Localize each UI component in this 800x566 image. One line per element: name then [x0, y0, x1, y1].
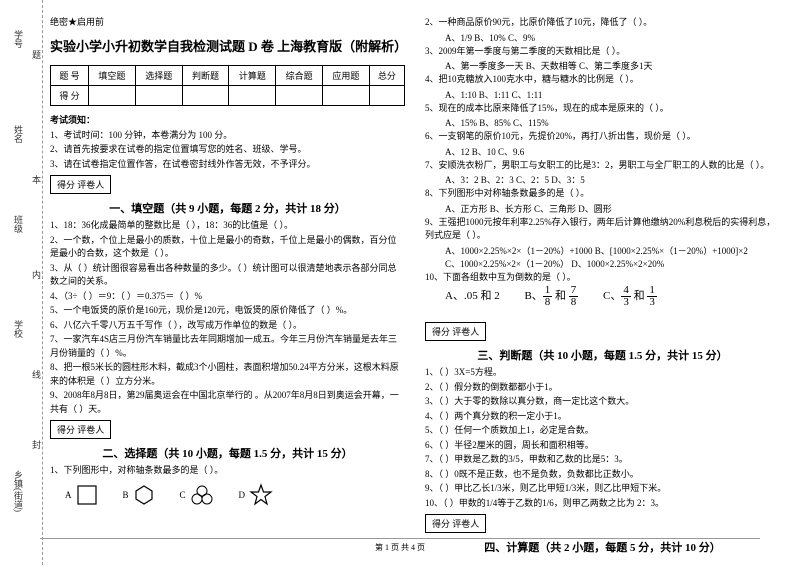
choice-opts: C、1000×2.25%×2×（1－20%） D、1000×2.25%×2×20… [445, 257, 780, 270]
choice-opts: A、12 B、10 C、9.6 [445, 145, 780, 158]
fill-q: 3、从（ ）统计图很容易看出各种数量的多少。（ ）统计图可以很清楚地表示各部分同… [50, 262, 405, 289]
fill-q: 2、一个数，个位上是最小的质数，十位上是最小的奇数，千位上是最小的偶数，百分位是… [50, 234, 405, 261]
binding-mark: 线 [30, 370, 43, 379]
judge-q: 1、（ ）3X=5方程。 [425, 366, 780, 380]
notice-heading: 考试须知： [50, 114, 405, 127]
th: 计算题 [229, 66, 276, 86]
hexagon-icon [133, 484, 155, 506]
choice-opts: A、第一季度多一天 B、天数相等 C、第二季度多1天 [445, 59, 780, 72]
th: 题 号 [51, 66, 89, 86]
grade-box: 得分 评卷人 [425, 322, 486, 341]
choice-q: 2、一种商品原价90元，比原价降低了10元，降低了（ ）。 [425, 16, 780, 30]
choice-opts: A、15% B、85% C、115% [445, 116, 780, 129]
choice-q: 7、安顺洗衣粉厂，男职工与女职工的比是3：2，男职工与全厂职工的人数的比是（ ）… [425, 159, 780, 173]
grade-box: 得分 评卷人 [425, 514, 486, 533]
notice-item: 1、考试时间：100 分钟，本卷满分为 100 分。 [50, 129, 405, 142]
binding-label: 班级 [12, 215, 25, 233]
binding-mark: 内 [30, 270, 43, 279]
th: 填空题 [89, 66, 136, 86]
judge-q: 8、（ ）0既不是正数，也不是负数，负数都比正数小。 [425, 468, 780, 482]
choice-opts: A、1:10 B、1:11 C、1:11 [445, 88, 780, 101]
notice-item: 3、请在试卷指定位置作答，在试卷密封线外作答无效，不予评分。 [50, 158, 405, 171]
notice-item: 2、请首先按要求在试卷的指定位置填写您的姓名、班级、学号。 [50, 143, 405, 156]
judge-q: 7、（ ）甲数是乙数的3/5，甲数和乙数的比是5：3。 [425, 453, 780, 467]
binding-label: 姓名 [12, 125, 25, 143]
circles-icon [190, 484, 214, 506]
shape-options: A B C D [65, 483, 405, 507]
th: 应用题 [323, 66, 370, 86]
part1-title: 一、填空题（共 9 小题，每题 2 分，共计 18 分） [50, 200, 405, 216]
judge-q: 10、（ ）甲数的1/4等于乙数的1/6，则甲乙两数之比为 2：3。 [425, 497, 780, 511]
fill-q: 4、（3÷（ ）＝9：（ ）＝0.375＝（ ）% [50, 290, 405, 304]
th: 选择题 [135, 66, 182, 86]
binding-label: 乡镇(街道) [12, 470, 25, 512]
judge-q: 3、（ ）大于零的数除以真分数，商一定比这个数大。 [425, 395, 780, 409]
binding-mark: 封 [30, 440, 43, 449]
part2-title: 二、选择题（共 10 小题，每题 1.5 分，共计 15 分） [50, 445, 405, 461]
notice-block: 考试须知： 1、考试时间：100 分钟，本卷满分为 100 分。 2、请首先按要… [50, 114, 405, 170]
choice-opts: A、3：2 B、2：3 C、2：5 D、3：5 [445, 173, 780, 186]
judge-q: 6、（ ）半径2厘米的圆，周长和面积相等。 [425, 439, 780, 453]
exam-title: 实验小学小升初数学自我检测试题 D 卷 上海教育版（附解析） [50, 36, 405, 55]
binding-label: 学号 [12, 30, 25, 48]
square-icon [76, 484, 98, 506]
footer-text: 第 1 页 共 4 页 [375, 543, 425, 552]
judge-q: 5、（ ）任何一个质数加上1，必定是合数。 [425, 424, 780, 438]
choice-opts: A、1000×2.25%×2×（1－20%）+1000 B、[1000×2.25… [445, 244, 780, 257]
judge-q: 4、（ ）两个真分数的积一定小于1。 [425, 410, 780, 424]
fill-q: 9、2008年8月8日，第29届奥运会在中国北京举行的 。从2007年8月8日到… [50, 389, 405, 416]
fill-q: 8、把一根5米长的圆柱形木料，截成3个小圆柱，表面积增加50.24平方分米，这根… [50, 361, 405, 388]
choice-q: 3、2009年第一季度与第二季度的天数相比是（ ）。 [425, 45, 780, 59]
binding-mark: 本 [30, 175, 43, 184]
choice-q: 5、现在的成本比原来降低了15%，现在的成本是原来的（ ）。 [425, 102, 780, 116]
secret-label: 绝密★启用前 [50, 15, 405, 28]
binding-label: 学校 [12, 320, 25, 338]
choice-opts: A、1/9 B、10% C、9% [445, 31, 780, 44]
choice-q: 8、下列图形中对称轴条数最多的是（ ）。 [425, 187, 780, 201]
choice-q: 4、把10克糖放入100克水中，糖与糖水的比例是（ ）。 [425, 73, 780, 87]
fill-q: 6、八亿六千零八万五千写作（ ），改写成万作单位的数是（ ）。 [50, 319, 405, 333]
grade-box: 得分 评卷人 [50, 175, 111, 194]
choice-opts: A、正方形 B、长方形 C、三角形 D、圆形 [445, 202, 780, 215]
th: 总分 [369, 66, 404, 86]
choice-q: 10、下面各组数中互为倒数的是（ ）。 [425, 271, 780, 285]
score-table: 题 号 填空题 选择题 判断题 计算题 综合题 应用题 总分 得 分 [50, 65, 405, 106]
page-footer: 第 1 页 共 4 页 [0, 538, 800, 553]
fill-q: 7、一家汽车4S店三月份汽车销量比去年同期增加一成五。今年三月份汽车销量是去年三… [50, 333, 405, 360]
left-column: 绝密★启用前 实验小学小升初数学自我检测试题 D 卷 上海教育版（附解析） 题 … [50, 15, 405, 558]
star-icon [249, 483, 273, 507]
td: 得 分 [51, 86, 89, 106]
th: 判断题 [182, 66, 229, 86]
choice-q: 9、王强把1000元按年利率2.25%存入银行，两年后计算他缴纳20%利息税后的… [425, 216, 780, 243]
binding-mark: 题 [30, 50, 43, 59]
fill-q: 1、18：36化成最简单的整数比是（ ），18：36的比值是（ ）。 [50, 219, 405, 233]
choice-q: 1、下列图形中，对称轴条数最多的是（ ）。 [50, 464, 405, 478]
right-column: 2、一种商品原价90元，比原价降低了10元，降低了（ ）。 A、1/9 B、10… [425, 15, 780, 558]
grade-box: 得分 评卷人 [50, 420, 111, 439]
choice-opts: A、.05 和 2 B、18 和 78 C、43 和 13 [445, 285, 780, 308]
choice-q: 6、一支钢笔的原价10元，先提价20%，再打八折出售，现价是（ ）。 [425, 130, 780, 144]
judge-q: 9、（ ）甲比乙长1/3米，则乙比甲短1/3米，则乙比甲短下米。 [425, 482, 780, 496]
judge-q: 2、（ ）假分数的倒数都都小于1。 [425, 381, 780, 395]
part3-title: 三、判断题（共 10 小题，每题 1.5 分，共计 15 分） [425, 347, 780, 363]
fill-q: 5、一个电饭煲的原价是160元，现价是120元，电饭煲的原价降低了（ ）%。 [50, 304, 405, 318]
th: 综合题 [276, 66, 323, 86]
